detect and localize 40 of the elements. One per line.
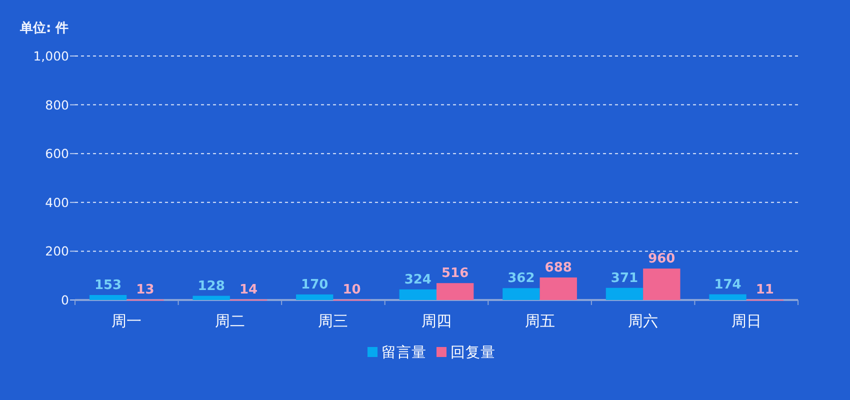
bar	[709, 294, 746, 300]
y-tick-label: 1,000	[33, 48, 70, 64]
y-axis-title: 单位: 件	[19, 20, 69, 36]
x-tick-label: 周四	[422, 312, 452, 330]
data-label: 153	[94, 278, 122, 293]
legend-label: 留言量	[382, 344, 426, 361]
x-tick-label: 周三	[318, 312, 348, 330]
data-label: 324	[404, 272, 432, 288]
bar	[89, 294, 127, 300]
bar	[436, 283, 474, 300]
data-label: 516	[442, 266, 469, 282]
x-tick-label: 周五	[524, 312, 555, 330]
legend-label: 回复量	[450, 344, 496, 361]
data-label: 688	[544, 260, 572, 276]
bar	[399, 289, 436, 300]
y-tick-label: 200	[45, 244, 70, 259]
x-tick-label: 周日	[731, 312, 762, 330]
data-label: 960	[648, 252, 676, 267]
x-tick-label: 周二	[214, 312, 245, 330]
bar	[540, 277, 577, 300]
data-label: 10	[342, 282, 361, 298]
data-label: 14	[239, 282, 258, 298]
bar	[643, 268, 680, 300]
x-tick-label: 周一	[112, 312, 142, 330]
data-label: 11	[756, 282, 774, 298]
y-tick-label: 0	[61, 292, 70, 308]
data-label: 170	[301, 277, 328, 292]
bar	[606, 288, 644, 300]
data-label: 362	[508, 271, 535, 286]
data-label: 174	[714, 277, 742, 292]
data-label: 128	[198, 278, 225, 294]
x-tick-label: 周六	[628, 312, 658, 330]
bar	[192, 296, 230, 300]
y-tick-label: 600	[45, 146, 70, 162]
bar	[296, 294, 334, 300]
y-tick-label: 400	[45, 194, 70, 210]
y-tick-label: 800	[45, 97, 70, 112]
data-label: 371	[610, 270, 638, 286]
bar	[502, 288, 540, 300]
data-label: 13	[136, 282, 154, 298]
